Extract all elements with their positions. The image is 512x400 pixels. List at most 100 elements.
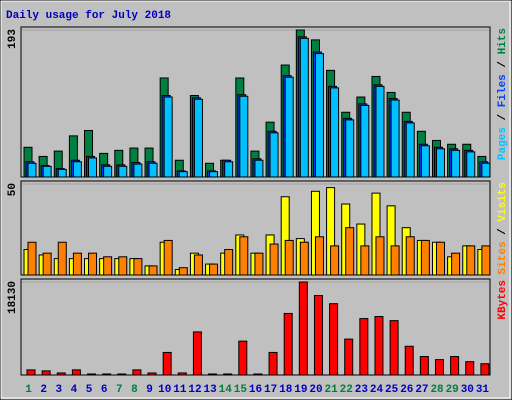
bar — [390, 245, 400, 276]
bar — [375, 236, 385, 276]
x-tick-label: 25 — [385, 384, 399, 396]
bar — [314, 236, 324, 276]
legend-entry: Pages — [497, 127, 509, 160]
bar — [118, 165, 128, 178]
bar — [345, 227, 355, 276]
x-tick-label: 30 — [461, 384, 474, 396]
bar — [465, 361, 475, 376]
x-tick-label: 23 — [355, 384, 369, 396]
bar — [359, 318, 369, 376]
bar — [208, 373, 218, 376]
bar — [405, 122, 415, 178]
bar — [57, 168, 67, 178]
bar — [283, 312, 293, 376]
bar — [434, 359, 444, 376]
bar — [209, 263, 219, 276]
bar — [162, 351, 172, 376]
x-tick-label: 14 — [219, 384, 233, 396]
x-tick-label: 22 — [340, 384, 353, 396]
bar — [193, 98, 203, 178]
x-tick-label: 6 — [101, 384, 108, 396]
bar — [390, 99, 400, 178]
bar — [178, 267, 188, 276]
bar — [254, 252, 264, 276]
x-tick-label: 15 — [234, 384, 248, 396]
chart-title: Daily usage for July 2018 — [6, 10, 171, 22]
bar — [481, 245, 491, 276]
bar — [42, 165, 52, 178]
legend: KBytes — [497, 280, 509, 320]
x-tick-label: 27 — [415, 384, 428, 396]
bar — [118, 256, 128, 276]
bar — [466, 245, 476, 276]
bar — [360, 245, 370, 276]
legend: Sites / Visits — [497, 182, 509, 274]
bar — [88, 157, 98, 178]
x-tick-label: 31 — [476, 384, 490, 396]
x-tick-label: 19 — [294, 384, 307, 396]
bar — [269, 132, 279, 178]
bar — [360, 104, 370, 178]
bar — [435, 241, 445, 276]
legend: Pages / Files / Hits — [497, 28, 509, 160]
x-tick-label: 16 — [249, 384, 262, 396]
bar — [88, 252, 98, 276]
bar — [87, 373, 97, 376]
x-tick-label: 29 — [446, 384, 459, 396]
x-tick-label: 20 — [309, 384, 322, 396]
legend-entry: Sites — [497, 241, 509, 274]
x-tick-label: 9 — [146, 384, 153, 396]
bar — [268, 351, 278, 376]
bar — [72, 252, 82, 276]
legend-entry: Visits — [497, 182, 509, 222]
bar — [72, 161, 82, 178]
x-tick-label: 18 — [279, 384, 293, 396]
bar — [148, 265, 158, 276]
bar — [102, 373, 112, 376]
y-tick-label: 193 — [7, 29, 19, 49]
bar — [389, 320, 399, 376]
bar — [375, 85, 385, 178]
bar — [405, 236, 415, 276]
bar — [451, 149, 461, 178]
x-tick-label: 21 — [325, 384, 339, 396]
legend-entry: KBytes — [497, 280, 509, 320]
bar — [41, 370, 51, 376]
bar — [269, 243, 279, 276]
bar — [148, 162, 158, 178]
bar — [177, 372, 187, 376]
bar — [480, 363, 490, 376]
bar — [299, 241, 309, 276]
bar — [253, 373, 263, 376]
bar — [56, 372, 66, 376]
legend-entry: Files — [497, 74, 509, 107]
bar — [374, 316, 384, 376]
bar — [224, 161, 234, 178]
bar — [450, 356, 460, 376]
bar — [239, 95, 249, 178]
bar — [132, 369, 142, 376]
bar — [117, 373, 127, 376]
bar — [420, 145, 430, 178]
x-tick-label: 24 — [370, 384, 384, 396]
legend-entry: Hits — [497, 28, 509, 54]
bar — [27, 241, 37, 276]
x-tick-label: 11 — [173, 384, 187, 396]
bar — [313, 294, 323, 376]
bar — [239, 236, 249, 276]
bar — [344, 338, 354, 376]
bar — [223, 373, 233, 376]
bar — [299, 37, 309, 178]
bar — [254, 159, 264, 178]
bar — [147, 372, 157, 376]
bar — [329, 303, 339, 376]
x-tick-label: 17 — [264, 384, 277, 396]
x-tick-label: 12 — [188, 384, 201, 396]
bar — [103, 256, 113, 276]
x-tick-label: 10 — [158, 384, 171, 396]
x-tick-label: 28 — [430, 384, 444, 396]
bar — [451, 252, 461, 276]
